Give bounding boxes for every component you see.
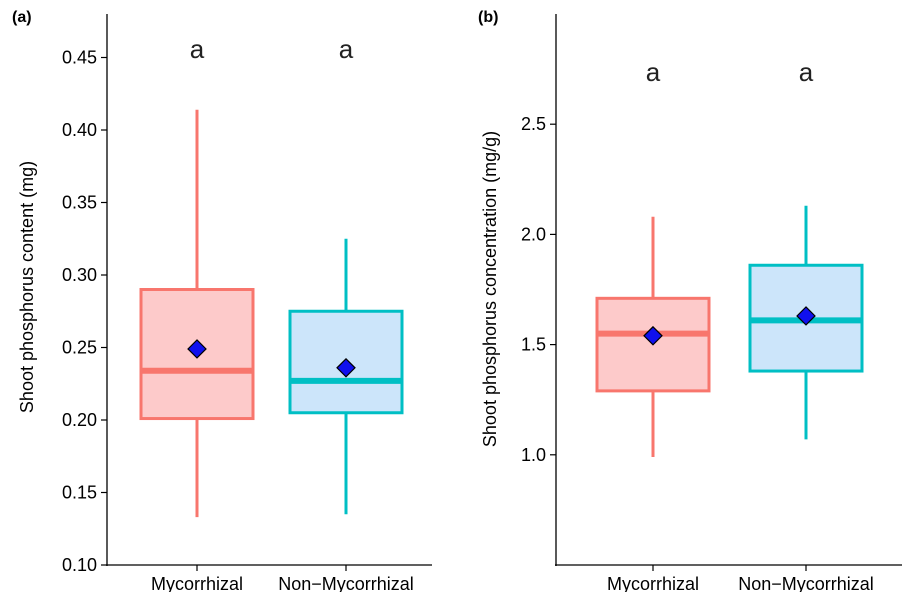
boxplot-non-mycorrhizal: a [748,57,864,440]
y-tick-label: 0.20 [62,410,97,430]
significance-letter: a [799,57,814,87]
boxplot-non-mycorrhizal: a [288,34,404,515]
y-tick-label: 2.0 [521,224,546,244]
y-tick-label: 0.10 [62,555,97,575]
y-tick-label: 1.5 [521,335,546,355]
y-tick-label: 0.25 [62,338,97,358]
x-tick-label: Mycorrhizal [607,574,699,592]
boxplot-mycorrhizal: a [595,57,711,458]
y-tick-label: 0.15 [62,483,97,503]
y-tick-label: 0.45 [62,48,97,68]
y-tick-label: 0.35 [62,193,97,213]
x-tick-label: Non−Mycorrhizal [738,574,874,592]
mean-marker [336,357,356,378]
boxplot-mycorrhizal: a [139,34,255,518]
x-tick-label: Mycorrhizal [151,574,243,592]
y-axis-title: Shoot phosphorus content (mg) [17,161,37,413]
panel-label: (a) [12,9,32,26]
mean-marker [187,339,207,359]
chart-panel-b: 1.0 1.5 2.0 2.5 Shoot phosphorus concentrati… [478,9,902,592]
mean-marker [796,306,816,326]
significance-letter: a [190,34,205,64]
significance-letter: a [646,57,661,87]
x-tick-label: Non−Mycorrhizal [278,574,414,592]
y-tick-label: 0.30 [62,265,97,285]
y-tick-label: 2.5 [521,114,546,134]
y-tick-label: 1.0 [521,445,546,465]
chart-panel-a: 0.10 0.15 0.20 0.25 0.30 0.35 0.40 0.45 Shoot ph… [12,9,432,592]
y-axis-title: Shoot phosphorus concentration (mg/g) [480,131,500,447]
mean-marker [643,325,663,346]
y-tick-label: 0.40 [62,120,97,140]
significance-letter: a [339,34,354,64]
panel-label: (b) [478,9,498,26]
